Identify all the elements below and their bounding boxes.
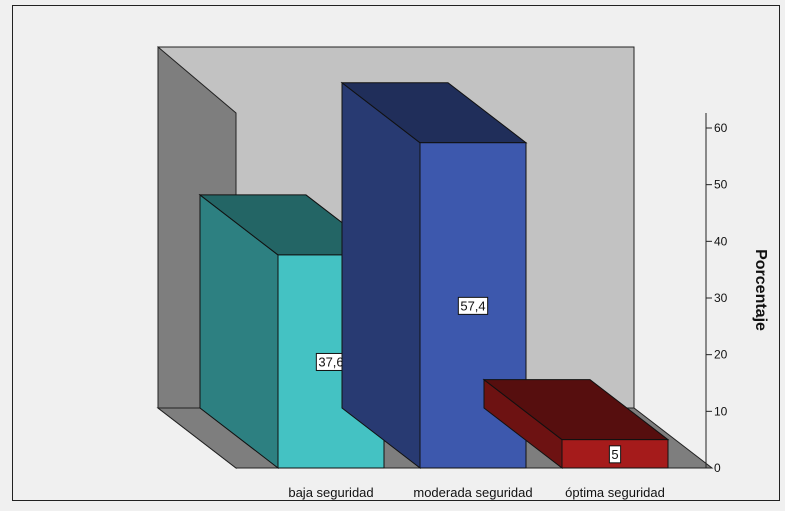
data-label-text-moderada-seguridad: 57,4 xyxy=(460,298,485,313)
y-tick-label-40: 40 xyxy=(714,234,728,248)
y-tick-label-60: 60 xyxy=(714,121,728,135)
y-tick-label-10: 10 xyxy=(714,404,728,418)
data-label-optima-seguridad: 5 xyxy=(608,445,622,464)
data-label-box-optima-seguridad xyxy=(608,445,622,464)
x-tick-label-optima-seguridad: óptima seguridad xyxy=(565,485,665,500)
bar-side-moderada-seguridad xyxy=(341,81,421,470)
data-label-moderada-seguridad: 57,4 xyxy=(457,296,489,315)
y-axis: 0 10 20 30 40 50 60 xyxy=(705,113,728,475)
y-tick-label-20: 20 xyxy=(714,348,728,362)
x-axis-labels: baja seguridad moderada seguridad óptima s… xyxy=(288,485,665,500)
y-tick-label-50: 50 xyxy=(714,178,728,192)
data-label-text-optima-seguridad: 5 xyxy=(611,447,618,462)
bar-optima-seguridad: 5 xyxy=(482,378,670,470)
data-label-baja-seguridad: 37,6 xyxy=(315,352,347,371)
plot-area-border xyxy=(12,5,780,501)
data-label-text-baja-seguridad: 37,6 xyxy=(318,354,343,369)
y-tick-label-30: 30 xyxy=(714,291,728,305)
x-tick-label-moderada-seguridad: moderada seguridad xyxy=(413,485,532,500)
x-tick-label-baja-seguridad: baja seguridad xyxy=(288,485,373,500)
y-axis-title: Porcentaje xyxy=(752,249,769,331)
y-tick-label-0: 0 xyxy=(714,461,721,475)
bar-moderada-seguridad: 57,4 xyxy=(340,81,528,470)
bars: 37,6 57,4 5 xyxy=(198,81,670,470)
data-label-box-moderada-seguridad xyxy=(457,296,489,315)
